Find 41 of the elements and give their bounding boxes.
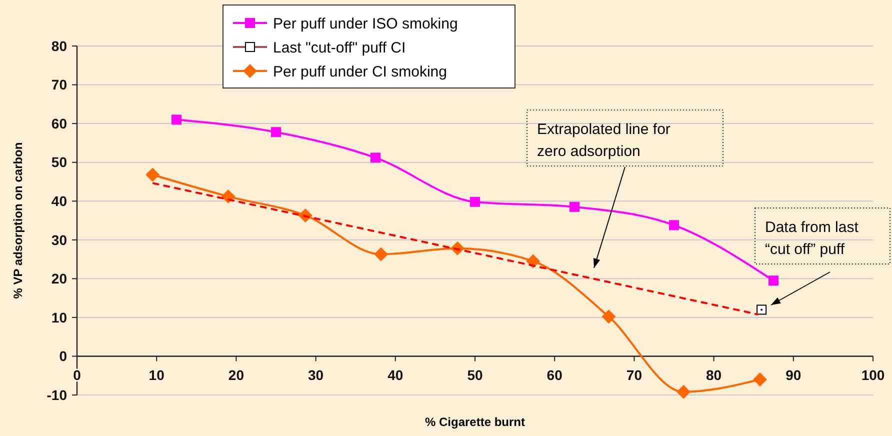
- x-tick-label: 10: [148, 367, 165, 384]
- x-tick-label: 100: [861, 367, 885, 384]
- y-tick-label: 10: [51, 309, 68, 326]
- y-tick-label: 20: [51, 270, 68, 287]
- point: [470, 196, 480, 207]
- y-tick-label: 40: [51, 193, 68, 210]
- point: [570, 202, 580, 212]
- y-tick-label: -10: [46, 386, 68, 403]
- y-tick-label: 50: [51, 154, 68, 170]
- point: [374, 247, 388, 262]
- x-tick-label: 70: [626, 367, 642, 384]
- point: [271, 127, 281, 138]
- legend-label: Last "cut-off" puff CI: [273, 39, 406, 56]
- y-tick-label: 30: [51, 232, 68, 248]
- x-axis-title: % Cigarette burnt: [424, 415, 526, 429]
- x-tick-label: 40: [388, 367, 404, 384]
- point: [172, 114, 182, 125]
- point: [768, 276, 778, 286]
- x-tick-label: 80: [706, 367, 722, 384]
- annotation: Extrapolated line for zero adsorption: [537, 121, 670, 160]
- x-tick-label: 50: [467, 367, 483, 384]
- legend-label: Per puff under CI smoking: [273, 63, 447, 80]
- annotation: Data from last “cut off” puff: [765, 219, 860, 258]
- y-axis-title: % VP adsorption on carbon: [11, 142, 25, 299]
- y-tick-label: 80: [51, 38, 68, 54]
- point: [146, 168, 160, 182]
- point: [752, 372, 767, 386]
- y-tick-label: 60: [51, 115, 68, 132]
- point: [676, 384, 691, 399]
- y-tick-label: 0: [59, 348, 68, 364]
- x-tick-label: 60: [546, 367, 563, 384]
- point: [669, 220, 679, 230]
- point: [756, 304, 767, 315]
- point: [602, 310, 616, 324]
- point: [221, 189, 236, 204]
- x-tick-label: 90: [786, 367, 802, 384]
- legend-label: Per puff under ISO smoking: [273, 15, 458, 32]
- x-tick-label: 30: [308, 367, 324, 384]
- point: [370, 152, 380, 163]
- y-tick-label: 70: [51, 76, 68, 93]
- x-tick-label: 20: [228, 367, 244, 384]
